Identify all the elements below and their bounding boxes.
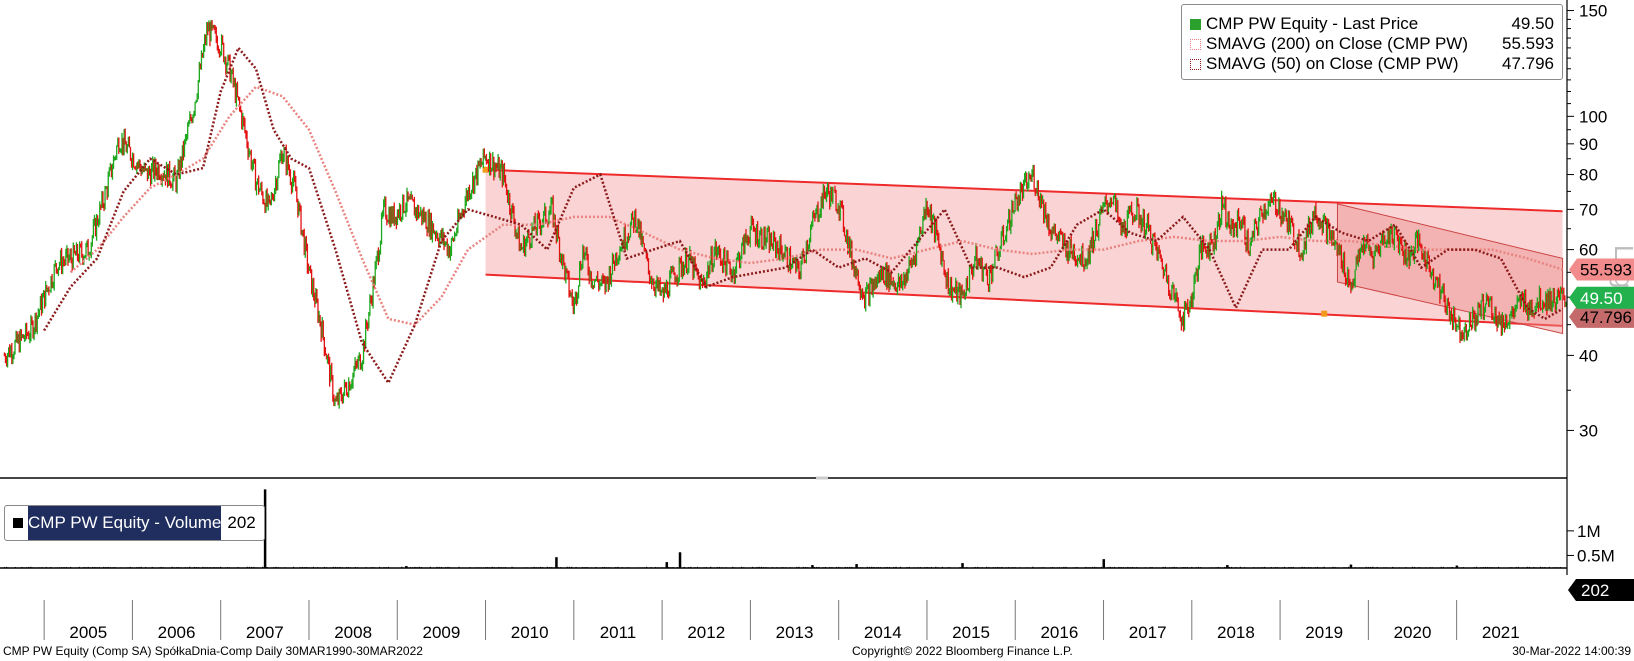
y-tick-label: 70	[1579, 200, 1598, 219]
sma200-line	[69, 85, 1563, 327]
y-tick-label: 30	[1579, 421, 1598, 440]
sma50-line	[43, 45, 1564, 386]
y-tick-label: 90	[1579, 135, 1598, 154]
price-value-tag-shape	[1569, 286, 1634, 309]
legend-value-sma50: 47.796	[1502, 54, 1554, 73]
volume-spike	[405, 566, 408, 568]
x-tick-label: 2016	[1040, 623, 1078, 642]
volume-plot	[0, 489, 1567, 569]
price-plot	[3, 20, 1567, 409]
legend-label-sma50: SMAVG (50) on Close (CMP PW)	[1206, 54, 1459, 73]
axes: 30405060708090100150Log47.79655.59349.50…	[0, 0, 1634, 642]
channel-handle	[482, 166, 489, 173]
channel-handle-2	[1321, 310, 1328, 317]
price-swatch	[1190, 18, 1201, 30]
volume-spike	[855, 564, 858, 568]
price-legend[interactable]: CMP PW Equity - Last Price 49.50 SMAVG (…	[1181, 4, 1563, 80]
y-tick-label: 40	[1579, 346, 1598, 365]
footer-security-info: CMP PW Equity (Comp SA) SpółkaDnia-Comp …	[3, 644, 423, 658]
footer-copyright: Copyright© 2022 Bloomberg Finance L.P.	[852, 644, 1073, 658]
x-tick-label: 2009	[422, 623, 460, 642]
volume-y-tick-label: 1M	[1577, 522, 1601, 541]
legend-row-sma50[interactable]: SMAVG (50) on Close (CMP PW) 47.796	[1190, 54, 1554, 74]
x-tick-label: 2006	[158, 623, 196, 642]
sma50-value-tag: 47.796	[1569, 305, 1634, 328]
x-tick-label: 2010	[511, 623, 549, 642]
x-tick-label: 2018	[1217, 623, 1255, 642]
volume-spike	[1102, 559, 1106, 568]
legend-value-price: 49.50	[1511, 14, 1554, 33]
y-tick-label: 100	[1579, 107, 1607, 126]
x-tick-label: 2011	[600, 623, 637, 642]
footer-timestamp: 30-Mar-2022 14:00:39	[1512, 644, 1631, 658]
volume-spike	[1349, 564, 1353, 568]
x-tick-label: 2008	[334, 623, 372, 642]
x-tick-label: 2017	[1129, 623, 1167, 642]
volume-swatch	[13, 518, 23, 528]
x-tick-label: 2005	[69, 623, 107, 642]
x-tick-label: 2012	[687, 623, 725, 642]
sma200-value-tag-text: 55.593	[1580, 261, 1632, 280]
x-tick-label: 2015	[952, 623, 990, 642]
volume-spike	[961, 563, 964, 568]
volume-spike	[665, 562, 669, 568]
x-tick-label: 2014	[864, 623, 902, 642]
x-tick-label: 2007	[246, 623, 284, 642]
volume-spike	[811, 565, 814, 568]
volume-tag-shape	[1568, 579, 1634, 601]
volume-spike	[1455, 565, 1459, 568]
volume-tag-text: 202	[1581, 581, 1609, 600]
volume-y-tick-label: 0.5M	[1577, 546, 1615, 565]
sma50-swatch	[1190, 58, 1201, 70]
volume-value-tag: 202	[1568, 579, 1634, 601]
legend-row-price[interactable]: CMP PW Equity - Last Price 49.50	[1190, 14, 1554, 34]
y-tick-label: 80	[1579, 166, 1598, 185]
legend-label-sma200: SMAVG (200) on Close (CMP PW)	[1206, 34, 1468, 53]
sma200-value-tag-shape	[1569, 258, 1634, 281]
y-tick-label: 150	[1579, 2, 1607, 21]
volume-spike	[555, 557, 558, 568]
sma200-value-tag: 55.593	[1569, 258, 1634, 281]
volume-spike	[1226, 565, 1229, 568]
x-tick-label: 2013	[776, 623, 814, 642]
legend-label-price: CMP PW Equity - Last Price	[1206, 14, 1419, 33]
x-tick-label: 2020	[1394, 623, 1432, 642]
price-value-tag: 49.50	[1569, 286, 1634, 309]
sma200-swatch	[1190, 38, 1201, 50]
volume-spike	[678, 552, 682, 568]
volume-spike	[263, 489, 267, 568]
y-tick-label: 60	[1579, 241, 1598, 260]
sma50-value-tag-shape	[1569, 305, 1634, 328]
volume-legend[interactable]: CMP PW Equity - Volume 202	[4, 505, 265, 541]
volume-legend-value: 202	[227, 513, 256, 532]
legend-value-sma200: 55.593	[1502, 34, 1554, 53]
x-tick-label: 2019	[1305, 623, 1343, 642]
legend-row-sma200[interactable]: SMAVG (200) on Close (CMP PW) 55.593	[1190, 34, 1554, 54]
volume-legend-label: CMP PW Equity - Volume	[28, 506, 222, 540]
x-tick-label: 2021	[1482, 623, 1520, 642]
price-value-tag-text: 49.50	[1580, 289, 1623, 308]
sma50-value-tag-text: 47.796	[1580, 308, 1632, 327]
